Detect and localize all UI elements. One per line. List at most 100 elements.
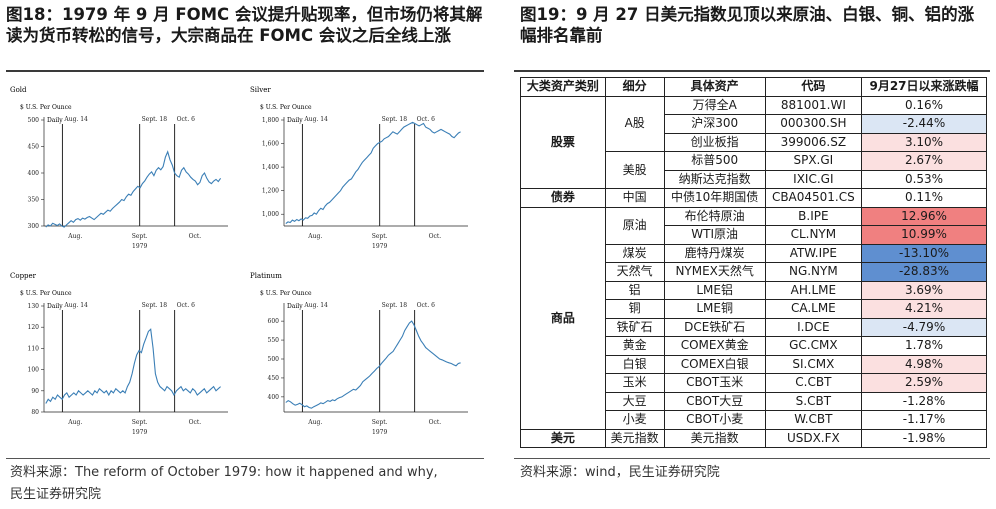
ticker-code-cell: 000300.SH <box>764 114 863 134</box>
subcategory-cell: 铁矿石 <box>604 317 665 337</box>
change-pct-cell: -1.98% <box>861 428 987 448</box>
copper-event-label: Oct. 6 <box>177 302 196 309</box>
table-body: 股票 A股 万得全A 881001.WI 0.16% 沪深300 000300.SH -2.4… <box>520 95 987 448</box>
copper-chart: Copper $ U.S. Per Ounce Daily 80 90 100 110 120… <box>6 264 234 448</box>
left-source-rule <box>6 458 484 459</box>
subcategory-cell: 铝 <box>604 280 665 300</box>
copper-event-label: Sept. 18 <box>142 302 168 309</box>
table-row: 股票 A股 万得全A 881001.WI 0.16% <box>520 95 987 189</box>
asset-name-cell: LME铝 <box>663 280 766 300</box>
ticker-code-cell: CA.LME <box>764 299 863 319</box>
asset-name-cell: 鹿特丹煤炭 <box>663 243 766 263</box>
platinum-ytick-label: 500 <box>268 356 280 363</box>
gold-year-label: 1979 <box>132 243 147 250</box>
copper-price-series <box>45 328 221 404</box>
subcategory-cell: 黄金 <box>604 336 665 356</box>
copper-ytick-label: 110 <box>28 345 40 352</box>
silver-event-label: Oct. 6 <box>417 116 436 123</box>
table-row: 债券 中国 中债10年期国债 CBA04501.CS 0.11% <box>520 188 987 208</box>
asset-name-cell: 沪深300 <box>663 114 766 134</box>
table-row: 商品 原油 布伦特原油 B.IPE 12.96% <box>520 206 987 430</box>
gold-ytick-label: 450 <box>28 144 40 151</box>
platinum-price-series <box>285 320 461 409</box>
change-pct-cell: 0.53% <box>861 169 987 189</box>
silver-xtick-label: Sept. <box>372 233 388 240</box>
silver-ytick-label: 1,600 <box>262 141 279 148</box>
silver-frequency: Daily <box>287 117 303 124</box>
copper-frequency: Daily <box>47 303 63 310</box>
table-row: 白银 COMEX白银 SI.CMX 4.98% <box>521 354 987 374</box>
platinum-unit: $ U.S. Per Ounce <box>260 290 312 297</box>
platinum-chart: Platinum $ U.S. Per Ounce Daily 400 450 500 55… <box>246 264 474 448</box>
asset-name-cell: NYMEX天然气 <box>663 262 766 282</box>
platinum-event-label: Aug. 14 <box>303 302 328 309</box>
change-pct-cell: -4.79% <box>861 317 987 337</box>
ticker-code-cell: I.DCE <box>764 317 863 337</box>
platinum-ytick-label: 550 <box>268 337 280 344</box>
left-title-rule <box>6 70 484 72</box>
column-header: 具体资产 <box>663 77 766 97</box>
asset-class-cell: 股票 <box>520 95 606 189</box>
commodity-price-charts: Gold $ U.S. Per Ounce Daily 300 350 400 450 500… <box>6 78 484 453</box>
column-header: 9月27日以来涨跌幅 <box>861 77 987 97</box>
platinum-xtick-label: Sept. <box>372 419 388 426</box>
gold-name: Gold <box>10 86 27 94</box>
table-row: 沪深300 000300.SH -2.44% <box>521 114 987 134</box>
gold-unit: $ U.S. Per Ounce <box>20 104 72 111</box>
copper-xtick-label: Sept. <box>132 419 148 426</box>
ticker-code-cell: ATW.IPE <box>764 243 863 263</box>
asset-class-cell: 债券 <box>520 188 606 208</box>
platinum-frequency: Daily <box>287 303 303 310</box>
asset-performance-table: 大类资产类别 细分 具体资产 代码 9月27日以来涨跌幅 股票 A股 万得全A 881001.… <box>520 77 987 448</box>
ticker-code-cell: W.CBT <box>764 410 863 430</box>
asset-name-cell: COMEX黄金 <box>663 336 766 356</box>
copper-event-label: Aug. 14 <box>63 302 88 309</box>
ticker-code-cell: 881001.WI <box>764 95 863 115</box>
change-pct-cell: 2.67% <box>861 151 987 171</box>
right-source-rule <box>514 458 990 459</box>
asset-name-cell: CBOT玉米 <box>663 373 766 393</box>
change-pct-cell: 4.98% <box>861 354 987 374</box>
table-row: 创业板指 399006.SZ 3.10% <box>521 132 987 152</box>
asset-name-cell: COMEX白银 <box>663 354 766 374</box>
table-row: 玉米 CBOT玉米 C.CBT 2.59% <box>521 373 987 393</box>
asset-name-cell: 万得全A <box>663 95 766 115</box>
silver-ytick-label: 1,400 <box>262 164 279 171</box>
change-pct-cell: -1.28% <box>861 391 987 411</box>
gold-xtick-label: Oct. <box>189 233 202 240</box>
ticker-code-cell: IXIC.GI <box>764 169 863 189</box>
copper-ytick-label: 130 <box>28 303 40 310</box>
change-pct-cell: 0.16% <box>861 95 987 115</box>
gold-ytick-label: 400 <box>28 170 40 177</box>
asset-name-cell: 创业板指 <box>663 132 766 152</box>
table-row: 纳斯达克指数 IXIC.GI 0.53% <box>521 169 987 189</box>
column-header: 细分 <box>604 77 665 97</box>
gold-chart: Gold $ U.S. Per Ounce Daily 300 350 400 450 500… <box>6 78 234 262</box>
copper-unit: $ U.S. Per Ounce <box>20 290 72 297</box>
subcategory-cell: 煤炭 <box>604 243 665 263</box>
gold-ytick-label: 350 <box>28 197 40 204</box>
left-source-line2: 民生证券研究院 <box>10 487 102 502</box>
asset-name-cell: CBOT小麦 <box>663 410 766 430</box>
subcategory-cell: 玉米 <box>604 373 665 393</box>
table-row: 小麦 CBOT小麦 W.CBT -1.17% <box>521 410 987 430</box>
table-row: 铜 LME铜 CA.LME 4.21% <box>521 299 987 319</box>
silver-xtick-label: Oct. <box>429 233 442 240</box>
figure-19-title: 图19：9 月 27 日美元指数见顶以来原油、白银、铜、铝的涨幅排名靠前 <box>520 5 975 45</box>
copper-ytick-label: 80 <box>31 409 39 416</box>
copper-ytick-label: 90 <box>31 388 39 395</box>
subcategory-cell: 美股 <box>604 151 665 189</box>
subcategory-cell: 小麦 <box>604 410 665 430</box>
silver-price-series <box>285 121 461 225</box>
table-header-row: 大类资产类别 细分 具体资产 代码 9月27日以来涨跌幅 <box>520 77 987 97</box>
ticker-code-cell: AH.LME <box>764 280 863 300</box>
gold-ytick-label: 300 <box>28 223 40 230</box>
asset-class-cell: 商品 <box>520 206 606 430</box>
right-title-rule <box>514 70 990 72</box>
table-row: 煤炭 鹿特丹煤炭 ATW.IPE -13.10% <box>521 243 987 263</box>
platinum-ytick-label: 450 <box>268 375 280 382</box>
change-pct-cell: 3.69% <box>861 280 987 300</box>
column-header: 代码 <box>764 77 863 97</box>
silver-ytick-label: 1,800 <box>262 117 279 124</box>
gold-xtick-label: Sept. <box>132 233 148 240</box>
